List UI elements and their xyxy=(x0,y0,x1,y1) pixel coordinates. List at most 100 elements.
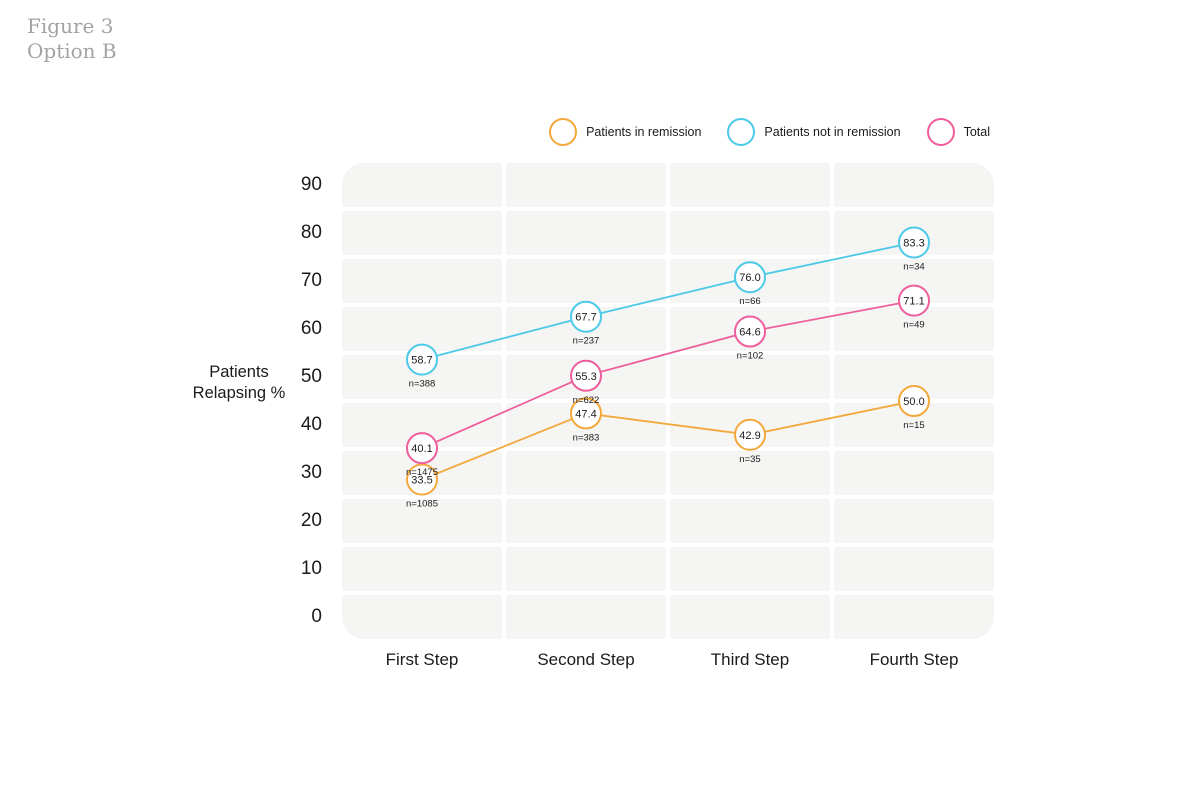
grid-cell xyxy=(834,451,994,495)
grid-cell xyxy=(342,211,502,255)
figure-title: Figure 3 Option B xyxy=(27,14,117,64)
figure-title-line1: Figure 3 xyxy=(27,14,114,38)
data-point: 40.1 n=1475 xyxy=(406,432,438,478)
grid-cell xyxy=(670,211,830,255)
data-point-value: 83.3 xyxy=(903,237,924,249)
data-point-n-label: n=237 xyxy=(573,336,600,347)
x-axis-label: First Step xyxy=(385,650,459,669)
grid-cell xyxy=(834,499,994,543)
grid-cell xyxy=(506,595,666,639)
grid-cell xyxy=(506,259,666,303)
y-tick-label: 30 xyxy=(300,462,322,483)
legend-circle-icon xyxy=(549,118,578,146)
x-axis-label: Second Step xyxy=(537,650,635,669)
y-tick-label: 10 xyxy=(300,558,322,579)
y-tick-label: 80 xyxy=(300,222,322,243)
data-point-value: 33.5 xyxy=(411,475,432,487)
plot-svg: 33.5 n=1085 47.4 n=383 42.9 n=35 50.0 n=15 58.7 n… xyxy=(406,226,930,510)
grid-cell xyxy=(342,259,502,303)
y-tick-label: 20 xyxy=(300,510,322,531)
data-point-value: 67.7 xyxy=(575,312,596,324)
series-line xyxy=(421,400,915,481)
legend-item: Total xyxy=(926,118,990,146)
data-point-value: 42.9 xyxy=(739,430,760,442)
data-point-n-label: n=383 xyxy=(573,432,600,443)
grid-cell xyxy=(342,547,502,591)
data-point-value: 50.0 xyxy=(903,396,924,408)
data-point-circle xyxy=(898,284,930,317)
data-point: 58.7 n=388 xyxy=(406,343,438,390)
data-point-value: 76.0 xyxy=(739,272,760,284)
y-tick-label: 70 xyxy=(300,270,322,291)
grid-cell xyxy=(342,499,502,543)
y-tick-label: 0 xyxy=(311,606,322,627)
data-point-n-label: n=622 xyxy=(573,395,600,406)
data-point-circle xyxy=(406,432,438,465)
x-axis-label: Third Step xyxy=(710,650,790,669)
grid-cell xyxy=(834,163,994,207)
grid-cell xyxy=(834,547,994,591)
data-point-circle xyxy=(406,463,438,496)
grid-cell xyxy=(342,163,502,207)
y-tick-label: 90 xyxy=(300,174,322,195)
series-line xyxy=(421,241,915,361)
data-point-n-label: n=35 xyxy=(739,454,760,465)
data-point: 50.0 n=15 xyxy=(898,385,930,431)
data-point: 71.1 n=49 xyxy=(898,284,930,331)
data-point-value: 47.4 xyxy=(575,408,596,420)
grid-cell xyxy=(670,595,830,639)
y-axis-title: Patients Relapsing % xyxy=(139,362,339,404)
data-point: 83.3 n=34 xyxy=(898,226,930,272)
data-point-value: 55.3 xyxy=(575,371,596,383)
x-axis-label: Fourth Step xyxy=(869,650,959,669)
data-point-value: 64.6 xyxy=(739,327,760,339)
data-point-circle xyxy=(734,261,766,294)
data-point-n-label: n=34 xyxy=(903,261,924,272)
legend-item: Patients not in remission xyxy=(727,118,901,146)
data-point-n-label: n=1475 xyxy=(406,467,438,478)
data-point-circle xyxy=(570,300,602,333)
data-point-value: 71.1 xyxy=(903,296,924,308)
grid-cell xyxy=(506,547,666,591)
grid-cell xyxy=(670,355,830,399)
grid-cell xyxy=(670,163,830,207)
data-point-circle xyxy=(734,418,766,451)
data-point: 33.5 n=1085 xyxy=(406,463,438,510)
data-point-circle xyxy=(570,359,602,392)
legend-item: Patients in remission xyxy=(549,118,701,146)
y-tick-label: 40 xyxy=(300,414,322,435)
grid-cell xyxy=(506,499,666,543)
data-point: 47.4 n=383 xyxy=(570,397,602,443)
grid-cell xyxy=(506,163,666,207)
data-point-circle xyxy=(898,385,930,417)
data-point-circle xyxy=(734,315,766,348)
data-point-value: 58.7 xyxy=(411,355,432,367)
y-axis-ticks: 90 80 70 60 50 40 30 20 10 0 xyxy=(262,163,322,639)
data-point-n-label: n=66 xyxy=(739,296,760,307)
grid-cell xyxy=(670,451,830,495)
grid-cell xyxy=(506,211,666,255)
grid-cell xyxy=(670,547,830,591)
y-axis-title-line2: Relapsing % xyxy=(192,384,286,402)
y-axis-title-line1: Patients xyxy=(209,363,269,381)
data-point-circle xyxy=(898,226,930,259)
grid-cell xyxy=(834,595,994,639)
y-tick-label: 60 xyxy=(300,318,322,339)
data-point-n-label: n=388 xyxy=(409,379,436,390)
data-point-circle xyxy=(406,343,438,376)
data-point-n-label: n=102 xyxy=(737,351,764,362)
data-point: 64.6 n=102 xyxy=(734,315,766,362)
data-point-circle xyxy=(570,397,602,430)
data-point-n-label: n=49 xyxy=(903,320,924,331)
grid-cell xyxy=(342,595,502,639)
grid-cell xyxy=(506,451,666,495)
grid-cell xyxy=(670,499,830,543)
data-point: 67.7 n=237 xyxy=(570,300,602,347)
series-line xyxy=(421,299,915,449)
plot-grid xyxy=(342,163,994,639)
data-point-value: 40.1 xyxy=(411,443,432,455)
legend-circle-icon xyxy=(926,118,955,146)
chart-legend: Patients in remission Patients not in rem… xyxy=(549,118,990,146)
data-point: 76.0 n=66 xyxy=(734,261,766,307)
